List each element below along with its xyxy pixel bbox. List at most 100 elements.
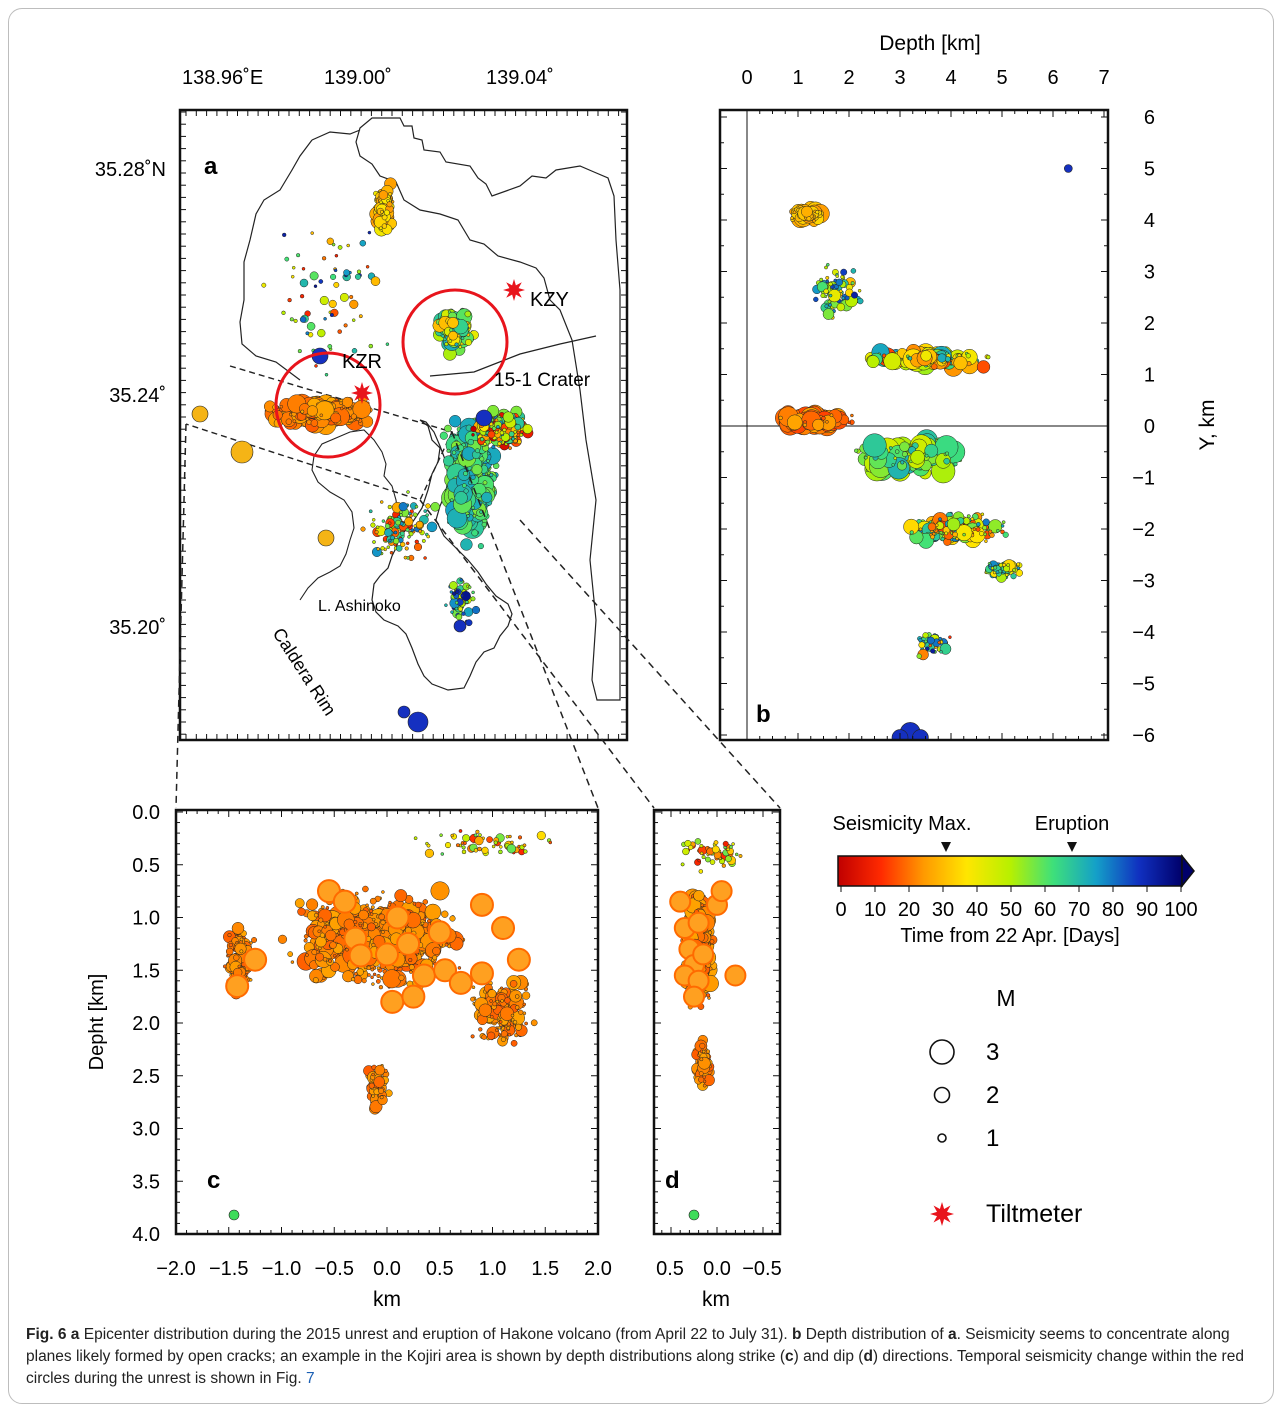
strike-event (375, 979, 381, 984)
depth-event (862, 433, 887, 458)
epicenter (471, 505, 475, 510)
epicenter (450, 610, 454, 614)
depth-event (857, 288, 862, 293)
depth-ytick-label: −3 (1132, 571, 1155, 593)
epicenter (399, 510, 403, 514)
depth-event (976, 360, 991, 374)
epicenter (310, 419, 319, 427)
depth-event (840, 268, 848, 276)
epicenter (306, 405, 318, 417)
strike-event (373, 1076, 385, 1088)
depth-event (806, 216, 812, 222)
epicenter (341, 396, 353, 408)
depth-event (989, 532, 995, 538)
depth-ytick-label: −2 (1132, 519, 1155, 541)
strike-event (370, 967, 375, 972)
depth-event (801, 205, 813, 218)
epicenter (444, 342, 449, 347)
station-kzr-label: KZR (342, 351, 382, 373)
strike-event (521, 991, 531, 1000)
strike-event (328, 959, 333, 963)
strike-event (457, 966, 462, 970)
strike-event (536, 831, 546, 841)
epicenter (300, 409, 305, 414)
depth-ytick-label: 1 (1144, 365, 1155, 387)
depth-event (835, 278, 843, 286)
depth-event (828, 302, 832, 307)
strike-event (432, 946, 441, 956)
epicenter (514, 423, 521, 431)
epicenter (386, 545, 391, 549)
depth-event (916, 653, 922, 659)
strike-event (424, 848, 434, 858)
depth-event (930, 648, 936, 654)
strike-event (332, 953, 337, 958)
epicenter (423, 556, 427, 560)
depth-event (953, 356, 968, 371)
depth-event (918, 641, 926, 649)
caldera-rim-outline (355, 117, 621, 701)
epicenter (346, 243, 350, 248)
strike-event (481, 1034, 487, 1040)
depth-event (825, 279, 830, 284)
strike-event (514, 1005, 520, 1010)
caldera-west-outline (239, 129, 361, 381)
strike-event (381, 890, 385, 894)
depth-ytick-label: −1 (1132, 468, 1155, 490)
lake-label: L. Ashinoko (318, 598, 401, 615)
strike-event (345, 947, 349, 952)
strike-event (366, 965, 372, 971)
depth-event (1004, 573, 1009, 577)
epicenter (463, 607, 474, 617)
epicenter (301, 267, 306, 271)
epicenter (446, 448, 451, 453)
epicenter (317, 529, 335, 547)
epicenter (386, 201, 393, 208)
depth-event (1002, 531, 1009, 538)
epicenter (397, 705, 411, 719)
depth-event (883, 352, 902, 371)
strike-event (530, 1019, 538, 1027)
epicenter (326, 237, 334, 245)
epicenter (520, 430, 524, 434)
strike-event (358, 909, 369, 921)
depth-event (924, 639, 928, 644)
epicenter (291, 265, 296, 270)
depth-event (948, 635, 952, 639)
epicenter (333, 268, 338, 273)
epicenter (378, 190, 389, 200)
epicenter (461, 483, 467, 488)
epicenter (281, 310, 286, 315)
depth-event (993, 565, 998, 570)
strike-event (323, 925, 327, 929)
strike-event (523, 849, 528, 854)
panel-b-label: b (756, 701, 771, 728)
strike-event (342, 970, 355, 983)
depth-event (903, 518, 920, 535)
depth-event (812, 418, 825, 431)
epicenter (387, 504, 392, 510)
strike-event (522, 1002, 527, 1007)
depth-event (975, 527, 981, 532)
strike-event (320, 905, 325, 910)
depth-ytick-label: 5 (1144, 159, 1155, 181)
depth-event (778, 415, 783, 421)
strike-event (287, 951, 294, 957)
epicenter (319, 413, 324, 418)
epicenter (502, 427, 507, 433)
epicenter (471, 605, 481, 615)
strike-event (458, 829, 463, 833)
strike-event (225, 947, 234, 956)
epicenter (414, 504, 419, 509)
epicenter (327, 344, 333, 349)
strike-event (515, 1023, 522, 1031)
depth-event (850, 281, 855, 286)
strike-event (233, 954, 240, 961)
depth-xtick-label: 3 (894, 67, 905, 89)
epicenter (408, 531, 414, 537)
epicenter (299, 316, 307, 323)
epicenter (454, 491, 468, 505)
depth-event (946, 517, 961, 531)
